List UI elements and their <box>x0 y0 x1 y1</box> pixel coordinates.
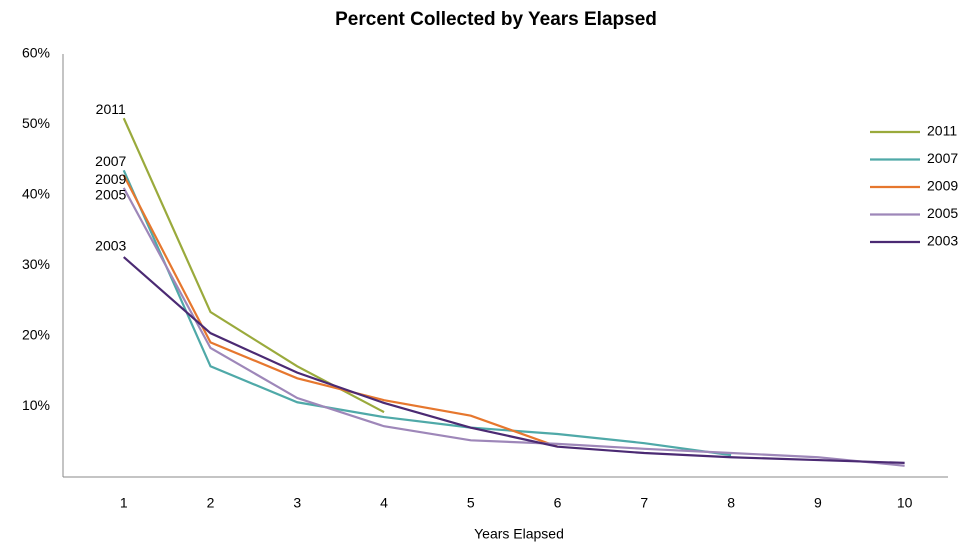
y-tick-label: 60% <box>22 45 50 61</box>
legend-label: 2003 <box>927 233 958 249</box>
series-line <box>122 174 558 448</box>
y-tick-label: 40% <box>22 186 50 202</box>
x-tick-label: 9 <box>814 495 822 511</box>
series-annotation: 2009 <box>95 171 126 187</box>
series-line <box>122 169 732 457</box>
series-line <box>123 256 905 464</box>
x-tick-label: 3 <box>293 495 301 511</box>
y-tick-label: 20% <box>22 327 50 343</box>
x-tick-label: 4 <box>380 495 388 511</box>
x-tick-label: 1 <box>120 495 128 511</box>
y-tick-label: 10% <box>22 397 50 413</box>
y-tick-label: 30% <box>22 256 50 272</box>
chart-title: Percent Collected by Years Elapsed <box>335 9 657 30</box>
legend-label: 2005 <box>927 205 958 221</box>
x-tick-label: 2 <box>207 495 215 511</box>
legend-label: 2007 <box>927 150 958 166</box>
legend-label: 2011 <box>927 123 957 139</box>
x-tick-label: 8 <box>727 495 735 511</box>
x-tick-label: 6 <box>554 495 562 511</box>
x-tick-label: 5 <box>467 495 475 511</box>
x-axis-label: Years Elapsed <box>474 526 564 542</box>
legend-label: 2009 <box>927 178 958 194</box>
series-annotation: 2007 <box>95 153 126 169</box>
x-tick-label: 10 <box>897 495 913 511</box>
x-tick-label: 7 <box>640 495 648 511</box>
series-line <box>122 117 385 414</box>
series-annotation: 2005 <box>95 187 126 203</box>
series-line <box>122 187 905 467</box>
series-annotation: 2011 <box>96 101 126 117</box>
series-annotation: 2003 <box>95 238 126 254</box>
y-tick-label: 50% <box>22 115 50 131</box>
